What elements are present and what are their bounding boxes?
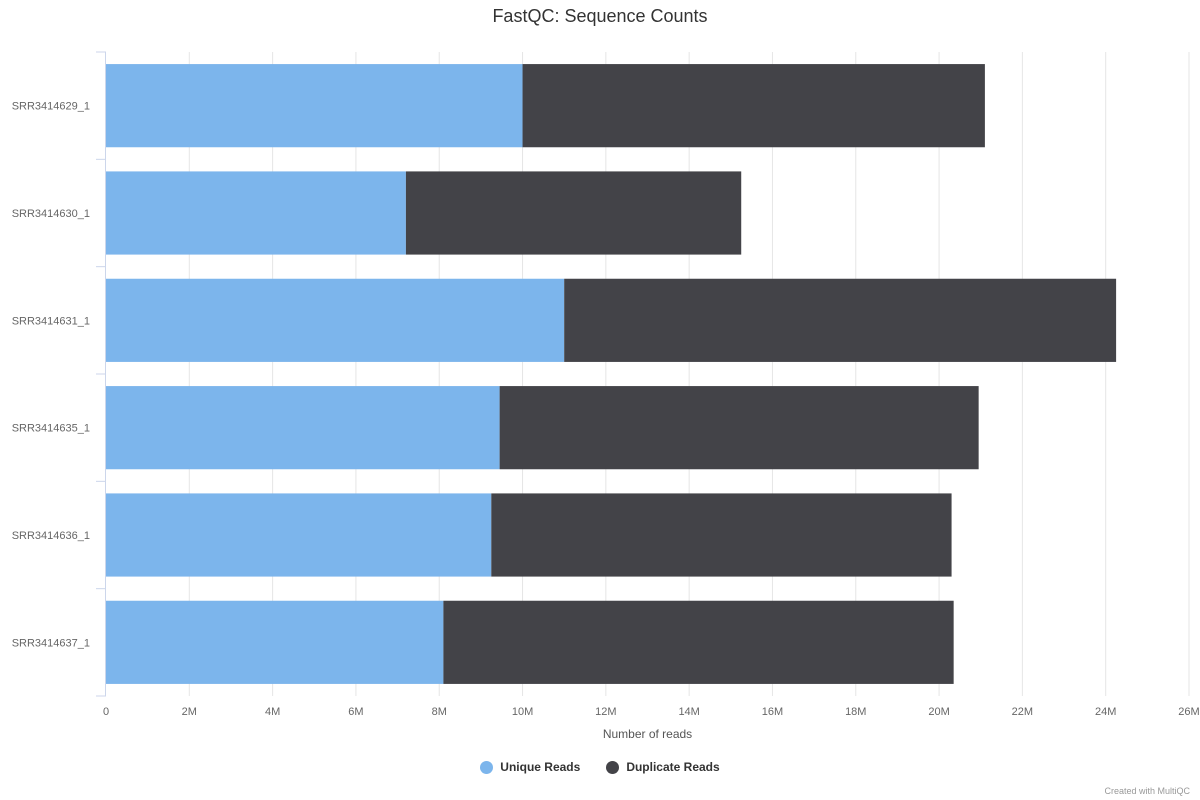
legend-label-duplicate-reads: Duplicate Reads — [626, 760, 720, 774]
x-tick-label: 0 — [103, 706, 109, 718]
x-axis: 0 2M 4M 6M 8M 10M 12M 14M 16M 18M 20M 22M 24M 26M — [103, 706, 1200, 718]
bar-duplicate-reads-srr3414635_1[interactable] — [499, 386, 979, 470]
x-tick-label: 18M — [845, 706, 866, 718]
bar-unique-reads-srr3414636_1[interactable] — [106, 493, 492, 577]
x-tick-label: 16M — [762, 706, 783, 718]
legend-item-duplicate-reads[interactable]: Duplicate Reads — [606, 760, 720, 774]
x-tick-label: 12M — [595, 706, 616, 718]
y-category-label: SRR3414635_1 — [12, 423, 90, 435]
bar-unique-reads-srr3414630_1[interactable] — [106, 171, 406, 255]
x-tick-label: 10M — [512, 706, 533, 718]
legend-label-unique-reads: Unique Reads — [500, 760, 581, 774]
y-category-label: SRR3414629_1 — [12, 101, 90, 113]
x-tick-label: 24M — [1095, 706, 1116, 718]
x-tick-label: 4M — [265, 706, 280, 718]
legend-item-unique-reads[interactable]: Unique Reads — [480, 760, 580, 774]
bars — [106, 64, 1117, 684]
legend-swatch-duplicate-reads — [606, 760, 620, 774]
bar-duplicate-reads-srr3414630_1[interactable] — [405, 171, 742, 255]
bar-unique-reads-srr3414637_1[interactable] — [106, 600, 444, 684]
x-tick-label: 26M — [1178, 706, 1199, 718]
legend-swatch-unique-reads — [480, 760, 494, 774]
bar-duplicate-reads-srr3414636_1[interactable] — [491, 493, 952, 577]
x-axis-title: Number of reads — [603, 727, 692, 741]
bar-unique-reads-srr3414629_1[interactable] — [106, 64, 523, 148]
x-tick-label: 14M — [678, 706, 699, 718]
y-category-label: SRR3414636_1 — [12, 530, 90, 542]
grid-lines — [188, 52, 1190, 696]
bar-unique-reads-srr3414631_1[interactable] — [106, 278, 565, 362]
bar-duplicate-reads-srr3414631_1[interactable] — [564, 278, 1117, 362]
x-tick-label: 2M — [182, 706, 197, 718]
chart-title: FastQC: Sequence Counts — [492, 6, 708, 26]
y-category-label: SRR3414637_1 — [12, 637, 90, 649]
x-tick-label: 6M — [348, 706, 363, 718]
y-axis: SRR3414629_1 SRR3414630_1 SRR3414631_1 SRR3… — [12, 51, 106, 697]
x-tick-label: 20M — [928, 706, 949, 718]
y-category-label: SRR3414631_1 — [12, 315, 90, 327]
x-tick-label: 8M — [432, 706, 447, 718]
bar-duplicate-reads-srr3414637_1[interactable] — [443, 600, 954, 684]
credit-text[interactable]: Created with MultiQC — [1104, 786, 1190, 796]
bar-unique-reads-srr3414635_1[interactable] — [106, 386, 500, 470]
x-tick-label: 22M — [1012, 706, 1033, 718]
legend: Unique Reads Duplicate Reads — [0, 760, 1200, 774]
bar-duplicate-reads-srr3414629_1[interactable] — [522, 64, 985, 148]
y-category-label: SRR3414630_1 — [12, 208, 90, 220]
